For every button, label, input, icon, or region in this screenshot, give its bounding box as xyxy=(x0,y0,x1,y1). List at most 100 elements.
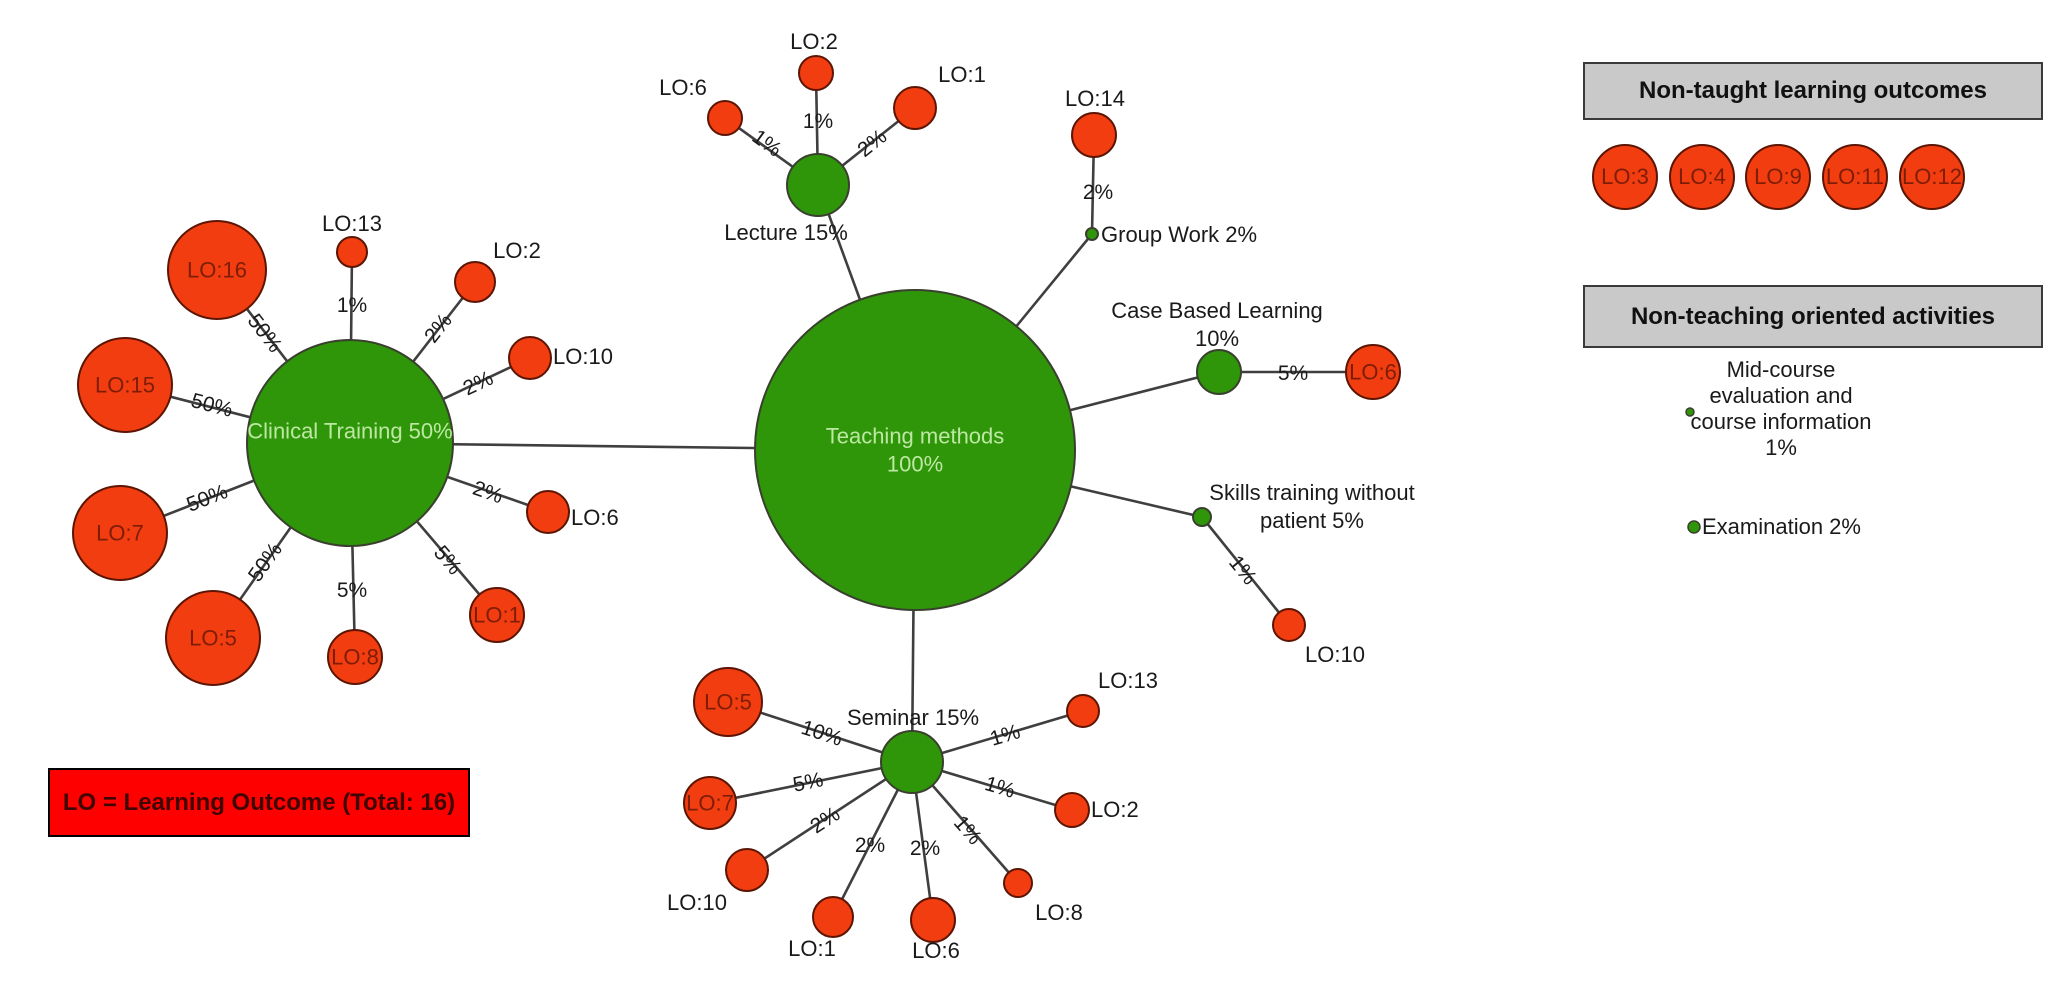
node-lo2_sem xyxy=(1054,792,1090,828)
node-lo1_lec xyxy=(893,86,937,130)
node-groupwork xyxy=(1085,227,1099,241)
panel-header-non-teaching-activities: Non-teaching oriented activities xyxy=(1583,285,2043,348)
node-lo7_sem xyxy=(683,776,737,830)
node-label-lo10_sem: LO:10 xyxy=(667,890,727,915)
node-teaching xyxy=(754,289,1076,611)
node-lo10_sk xyxy=(1272,608,1306,642)
panel-header-non-taught-learning-outcomes: Non-taught learning outcomes xyxy=(1583,62,2043,120)
node-label-lo14_gw: LO:14 xyxy=(1065,86,1125,111)
non-taught-outcome-circle-4 xyxy=(1899,144,1965,210)
node-label-lo10_sk: LO:10 xyxy=(1305,642,1365,667)
node-label-skills: Skills training without patient 5% xyxy=(1209,480,1414,533)
edge-label-seminar-lo8_sem: 1% xyxy=(949,811,986,849)
node-lo6_lec xyxy=(707,100,743,136)
node-label-lo6_sem: LO:6 xyxy=(912,938,960,963)
node-label-lo1_ct: LO:1 xyxy=(473,603,521,628)
edge-label-cbl-lo6_cbl: 5% xyxy=(1278,362,1308,385)
node-label-lecture: Lecture 15% xyxy=(724,220,848,245)
node-label-groupwork: Group Work 2% xyxy=(1101,222,1257,247)
node-lo6_ct xyxy=(526,490,570,534)
node-lo8_sem xyxy=(1003,868,1033,898)
non-taught-outcome-label-1: LO:4 xyxy=(1678,164,1726,189)
node-label-lo15_ct: LO:15 xyxy=(95,373,155,398)
edge-label-clinical-lo5_ct: 50% xyxy=(244,538,287,586)
node-label-lo1_lec: LO:1 xyxy=(938,62,986,87)
edge-label-clinical-lo10_ct: 2% xyxy=(460,367,497,401)
node-lo16_ct xyxy=(167,220,267,320)
edge-label-seminar-lo1_sem: 2% xyxy=(855,834,885,857)
edge-label-clinical-lo7_ct: 50% xyxy=(183,480,231,517)
node-lo15_ct xyxy=(77,337,173,433)
node-cbl xyxy=(1196,349,1242,395)
edge-label-clinical-lo15_ct: 50% xyxy=(189,389,235,422)
edge-seminar-lo7_sem xyxy=(709,760,913,805)
node-label-lo5_ct: LO:5 xyxy=(189,626,237,651)
node-lo1_sem xyxy=(812,896,854,938)
non-taught-outcome-label-0: LO:3 xyxy=(1601,164,1649,189)
legend-box: LO = Learning Outcome (Total: 16) xyxy=(48,768,470,837)
node-lo13_sem xyxy=(1066,694,1100,728)
edge-label-seminar-lo6_sem: 2% xyxy=(910,837,940,860)
edge-label-seminar-lo10_sem: 2% xyxy=(806,802,844,838)
non-taught-outcome-label-3: LO:11 xyxy=(1826,164,1884,189)
node-lo7_ct xyxy=(72,485,168,581)
edge-label-seminar-lo5_sem: 10% xyxy=(798,716,845,751)
non-taught-outcome-circle-1 xyxy=(1669,144,1735,210)
node-label-lo13_sem: LO:13 xyxy=(1098,668,1158,693)
panel-header-non-teaching-label: Non-teaching oriented activities xyxy=(1630,302,1996,330)
edge-label-clinical-lo8_ct: 5% xyxy=(337,579,367,602)
node-label-seminar: Seminar 15% xyxy=(847,705,979,730)
node-lo1_ct xyxy=(469,587,525,643)
node-lo2_lec xyxy=(798,55,834,91)
edge-label-groupwork-lo14_gw: 2% xyxy=(1083,181,1113,204)
edge-label-seminar-lo13_sem: 1% xyxy=(987,720,1023,751)
node-clinical xyxy=(246,339,454,547)
node-label-lo6_cbl: LO:6 xyxy=(1349,360,1397,385)
node-lo5_ct xyxy=(165,590,261,686)
activity-label-0: Mid-course evaluation and course informati… xyxy=(1691,357,1872,460)
node-label-lo10_ct: LO:10 xyxy=(553,344,613,369)
node-label-lo2_lec: LO:2 xyxy=(790,29,838,54)
edge-label-clinical-lo13_ct: 1% xyxy=(337,294,367,317)
node-lo5_sem xyxy=(693,667,763,737)
non-taught-outcome-label-2: LO:9 xyxy=(1754,164,1802,189)
edge-skills-lo10_sk xyxy=(1200,516,1291,626)
node-label-lo5_sem: LO:5 xyxy=(704,690,752,715)
node-label-cbl: Case Based Learning 10% xyxy=(1111,298,1323,351)
edge-label-seminar-lo7_sem: 5% xyxy=(791,768,825,797)
non-taught-outcome-circle-2 xyxy=(1745,144,1811,210)
node-label-lo2_sem: LO:2 xyxy=(1091,797,1139,822)
node-label-teaching: Teaching methods 100% xyxy=(826,424,1005,477)
node-seminar xyxy=(880,730,944,794)
edge-label-seminar-lo2_sem: 1% xyxy=(982,772,1018,803)
edge-label-lecture-lo2_lec: 1% xyxy=(803,110,833,133)
activity-label-1: Examination 2% xyxy=(1702,514,1861,539)
node-label-lo1_sem: LO:1 xyxy=(788,936,836,961)
panel-header-non-taught-label: Non-taught learning outcomes xyxy=(1639,77,1987,104)
node-label-lo2_ct: LO:2 xyxy=(493,238,541,263)
node-label-lo6_lec: LO:6 xyxy=(659,75,707,100)
node-label-lo16_ct: LO:16 xyxy=(187,258,247,283)
node-label-clinical: Clinical Training 50% xyxy=(247,419,452,444)
node-lo14_gw xyxy=(1071,112,1117,158)
node-label-lo8_ct: LO:8 xyxy=(331,645,379,670)
non-taught-outcome-label-4: LO:12 xyxy=(1902,164,1962,189)
activity-dot-icon-0 xyxy=(1685,407,1695,417)
node-label-lo6_ct: LO:6 xyxy=(571,505,619,530)
node-lo6_sem xyxy=(910,897,956,943)
edge-label-clinical-lo2_ct: 2% xyxy=(420,309,457,347)
node-skills xyxy=(1192,507,1212,527)
legend-box-label: LO = Learning Outcome (Total: 16) xyxy=(62,788,456,816)
non-taught-outcome-circle-0 xyxy=(1592,144,1658,210)
node-lo13_ct xyxy=(336,236,368,268)
node-label-lo7_ct: LO:7 xyxy=(96,521,144,546)
node-label-lo13_ct: LO:13 xyxy=(322,211,382,236)
node-lecture xyxy=(786,153,850,217)
node-lo2_ct xyxy=(454,261,496,303)
activity-dot-icon-1 xyxy=(1687,520,1701,534)
node-lo10_ct xyxy=(508,336,552,380)
edge-seminar-lo10_sem xyxy=(746,760,913,872)
node-label-lo8_sem: LO:8 xyxy=(1035,900,1083,925)
